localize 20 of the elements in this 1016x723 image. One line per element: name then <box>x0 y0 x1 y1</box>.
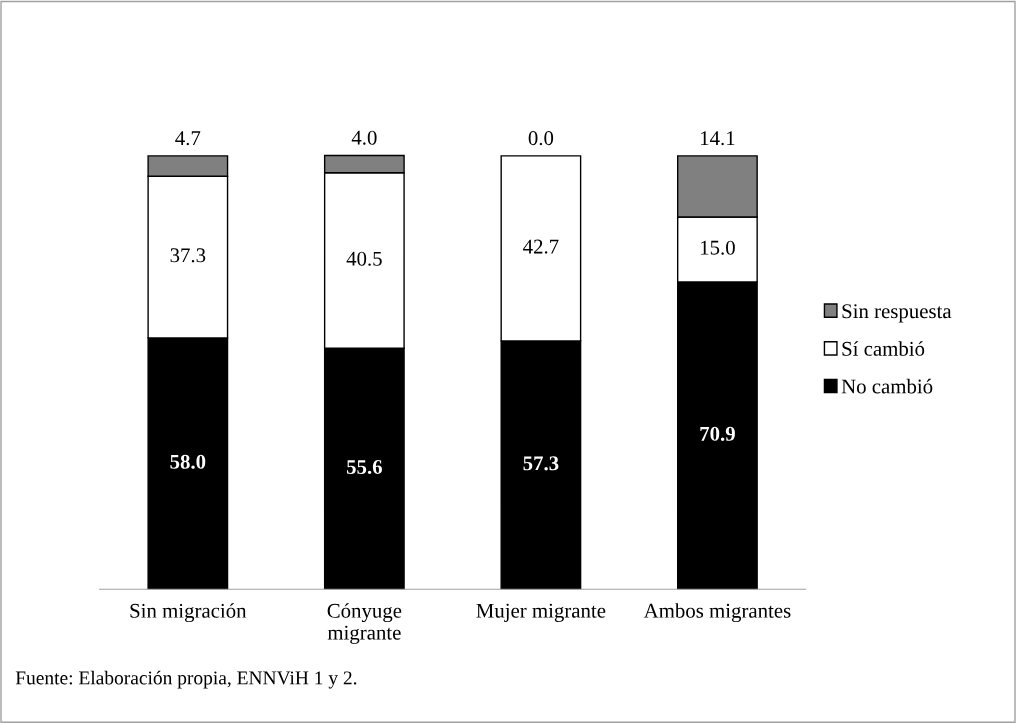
data-label: 4.0 <box>351 130 377 145</box>
data-label: 70.9 <box>700 426 735 441</box>
data-label: 58.0 <box>170 454 206 469</box>
x-tick-label: Ambos migrantes <box>643 603 791 623</box>
legend-label: No cambió <box>841 378 933 394</box>
source-note: Fuente: Elaboración propia, ENNViH 1 y 2. <box>15 670 357 689</box>
x-tick-label: Sin migración <box>130 603 247 623</box>
legend-label: Sí cambió <box>842 341 925 356</box>
x-tick-label: Mujer migrante <box>476 603 606 623</box>
data-label: 40.5 <box>346 251 382 266</box>
legend-label: Sin respuesta <box>842 304 952 323</box>
data-label: 14.1 <box>701 131 735 146</box>
data-label: 57.3 <box>523 456 559 471</box>
data-label: 15.0 <box>701 240 735 255</box>
x-tick-label: Cónyuge migrante <box>327 603 402 644</box>
data-label: 42.7 <box>523 239 559 254</box>
data-label: 37.3 <box>170 248 206 263</box>
data-label: 4.7 <box>175 131 201 146</box>
data-label: 55.6 <box>346 459 382 475</box>
data-label: 0.0 <box>528 131 554 146</box>
